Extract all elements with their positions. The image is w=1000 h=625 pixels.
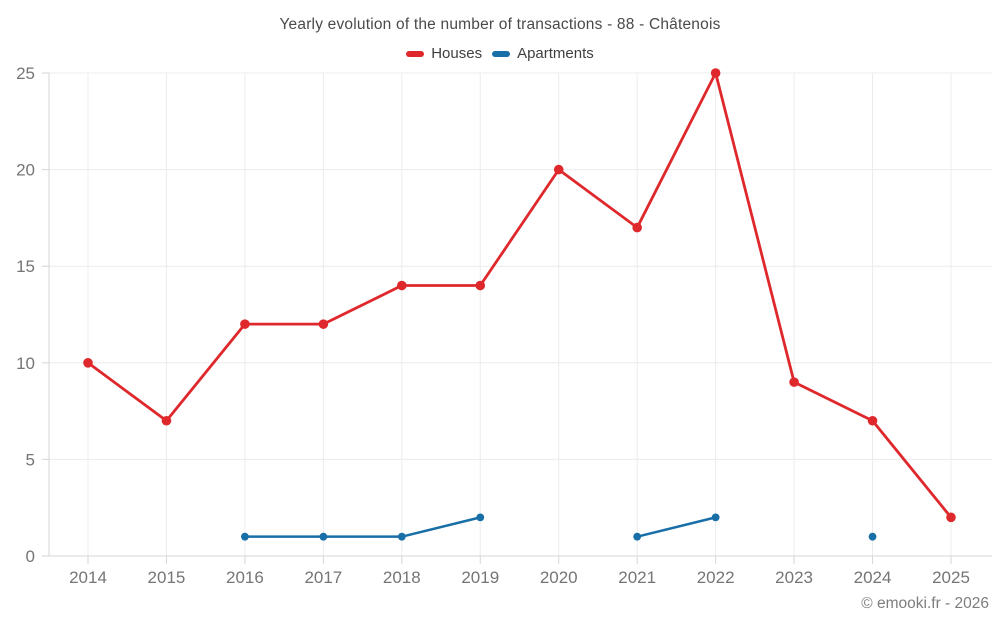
apartments-data-point[interactable] (319, 532, 328, 541)
houses-data-point[interactable] (867, 415, 878, 426)
x-tick-label: 2023 (775, 568, 813, 587)
houses-data-point[interactable] (397, 280, 407, 291)
legend-label-apartments: Apartments (517, 45, 594, 62)
legend-item-apartments[interactable]: Apartments (492, 45, 594, 62)
apartments-data-point[interactable] (711, 513, 720, 522)
x-tick-label: 2024 (854, 568, 892, 587)
apartments-series-line (243, 516, 482, 538)
houses-series-swatch-icon (406, 50, 425, 57)
y-tick-label: 20 (16, 161, 35, 180)
x-tick-label: 2016 (226, 568, 264, 587)
chart-title: Yearly evolution of the number of transa… (279, 16, 721, 33)
x-tick-label: 2025 (932, 568, 970, 587)
houses-data-point[interactable] (83, 358, 93, 368)
houses-data-point[interactable] (240, 319, 250, 329)
houses-series-line (86, 71, 953, 519)
x-tick-label: 2017 (304, 568, 342, 587)
copyright-notice: © emooki.fr - 2026 (861, 595, 989, 612)
houses-data-point[interactable] (789, 377, 799, 387)
x-tick-label: 2018 (383, 568, 421, 587)
legend-item-houses[interactable]: Houses (406, 45, 482, 62)
apartments-data-point[interactable] (633, 532, 642, 541)
houses-data-point[interactable] (318, 319, 329, 329)
apartments-data-point[interactable] (476, 513, 485, 522)
apartments-series-line (635, 516, 717, 538)
apartments-data-point[interactable] (241, 532, 249, 541)
x-tick-label: 2021 (618, 568, 656, 587)
y-tick-label: 0 (26, 547, 35, 566)
legend-label-houses: Houses (431, 45, 483, 62)
houses-data-point[interactable] (475, 280, 486, 291)
x-tick-label: 2022 (697, 568, 735, 587)
apartments-series-swatch-icon (492, 50, 511, 57)
y-tick-label: 15 (16, 257, 35, 276)
y-tick-label: 10 (16, 354, 35, 373)
apartments-data-point[interactable] (868, 532, 877, 541)
y-tick-label: 5 (26, 450, 35, 469)
y-tick-label: 25 (16, 64, 35, 83)
x-tick-label: 2015 (148, 568, 186, 587)
houses-data-point[interactable] (161, 415, 172, 426)
x-tick-label: 2014 (69, 568, 107, 587)
houses-data-point[interactable] (553, 164, 564, 175)
chart-legend: Houses Apartments (0, 45, 1000, 62)
x-tick-label: 2019 (461, 568, 499, 587)
houses-data-point[interactable] (632, 222, 642, 233)
apartments-data-point[interactable] (397, 532, 406, 541)
houses-data-point[interactable] (710, 68, 721, 78)
x-tick-label: 2020 (540, 568, 578, 587)
houses-data-point[interactable] (946, 512, 956, 523)
